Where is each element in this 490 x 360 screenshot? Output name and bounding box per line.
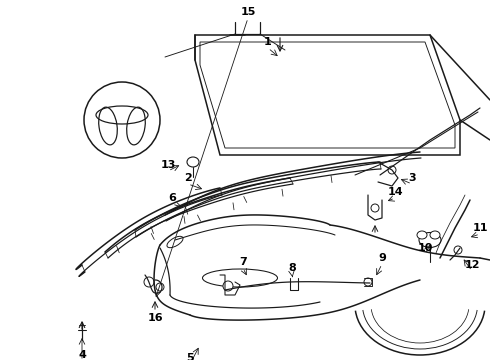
Text: 10: 10 bbox=[417, 243, 433, 253]
Ellipse shape bbox=[430, 231, 440, 239]
Text: 1: 1 bbox=[264, 37, 272, 47]
Text: 2: 2 bbox=[184, 173, 192, 183]
Text: 14: 14 bbox=[387, 187, 403, 197]
Circle shape bbox=[388, 166, 396, 174]
Text: 6: 6 bbox=[168, 193, 176, 203]
Text: 7: 7 bbox=[239, 257, 247, 267]
Text: 8: 8 bbox=[288, 263, 296, 273]
Text: 11: 11 bbox=[472, 223, 488, 233]
Circle shape bbox=[223, 281, 233, 291]
Circle shape bbox=[364, 278, 372, 286]
Text: 4: 4 bbox=[78, 350, 86, 360]
Circle shape bbox=[454, 246, 462, 254]
Text: 3: 3 bbox=[408, 173, 416, 183]
Circle shape bbox=[371, 204, 379, 212]
Text: 15: 15 bbox=[240, 7, 256, 17]
Text: 16: 16 bbox=[147, 313, 163, 323]
Text: 12: 12 bbox=[464, 260, 480, 270]
Text: 9: 9 bbox=[378, 253, 386, 263]
Text: 13: 13 bbox=[160, 160, 176, 170]
Ellipse shape bbox=[417, 231, 427, 239]
Text: 5: 5 bbox=[186, 353, 194, 360]
